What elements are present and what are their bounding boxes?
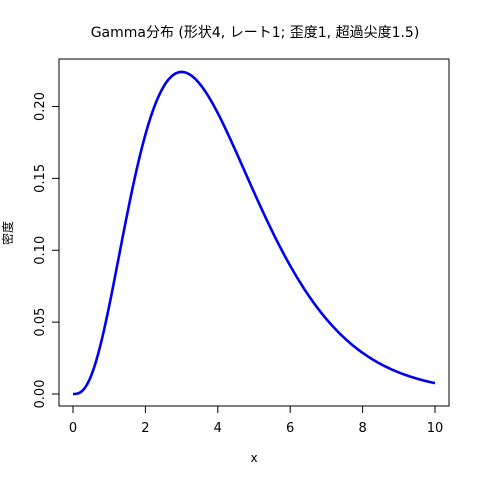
x-tick-label: 2	[141, 421, 149, 436]
y-axis: 0.00 0.05 0.10 0.15 0.20	[33, 92, 60, 409]
chart-title: Gamma分布 (形状4, レート1; 歪度1, 超過尖度1.5)	[91, 25, 420, 41]
x-tick-label: 10	[427, 421, 444, 436]
y-tick-label: 0.15	[33, 164, 48, 193]
x-tick-label: 4	[214, 421, 222, 436]
x-axis: 0 2 4 6 8 10	[69, 405, 444, 436]
density-curve	[72, 70, 436, 396]
x-tick-label: 6	[286, 421, 294, 436]
series-layer	[72, 70, 436, 396]
y-tick-label: 0.10	[33, 236, 48, 265]
y-tick-label: 0.00	[33, 380, 48, 409]
x-tick-label: 0	[69, 421, 77, 436]
y-tick-label: 0.05	[33, 308, 48, 337]
x-tick-label: 8	[358, 421, 366, 436]
x-axis-label: x	[250, 451, 257, 465]
y-tick-label: 0.20	[33, 92, 48, 121]
plot-frame	[58, 58, 450, 407]
y-axis-label: 密度	[0, 221, 15, 245]
